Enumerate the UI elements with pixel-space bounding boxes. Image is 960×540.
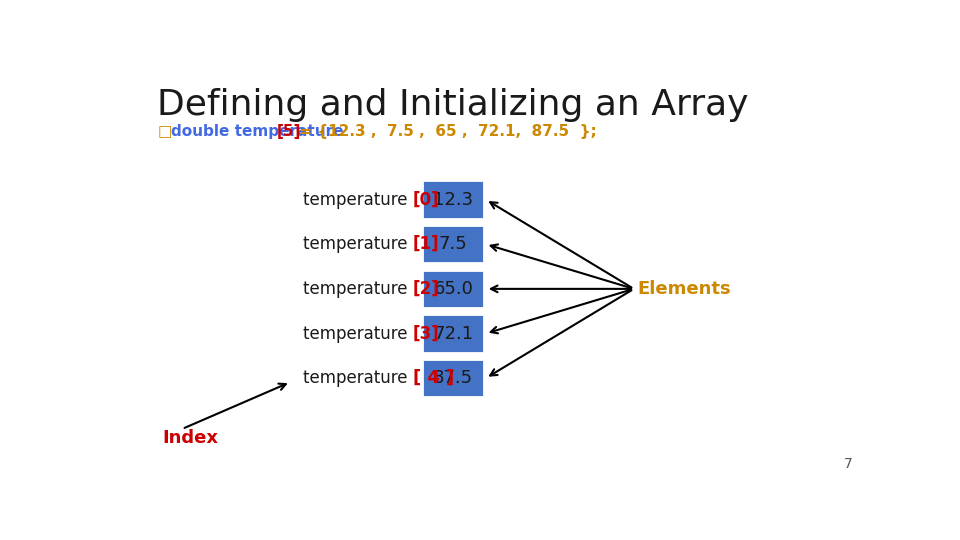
Text: [ 4 ]: [ 4 ] bbox=[413, 369, 454, 387]
Text: Index: Index bbox=[162, 429, 219, 447]
Text: 12.3: 12.3 bbox=[433, 191, 473, 208]
Text: Defining and Initializing an Array: Defining and Initializing an Array bbox=[157, 88, 749, 122]
Text: temperature: temperature bbox=[303, 280, 413, 298]
Text: 87.5: 87.5 bbox=[433, 369, 473, 387]
Text: [1]: [1] bbox=[413, 235, 440, 253]
Bar bbox=[422, 359, 484, 397]
Text: temperature: temperature bbox=[303, 325, 413, 342]
Text: [5]: [5] bbox=[276, 124, 300, 139]
Text: 72.1: 72.1 bbox=[433, 325, 473, 342]
Text: temperature: temperature bbox=[303, 235, 413, 253]
Text: 65.0: 65.0 bbox=[433, 280, 473, 298]
Bar bbox=[422, 180, 484, 219]
Text: [2]: [2] bbox=[413, 280, 440, 298]
Bar bbox=[422, 269, 484, 308]
Text: temperature: temperature bbox=[303, 369, 413, 387]
Text: 7.5: 7.5 bbox=[439, 235, 468, 253]
Text: □: □ bbox=[157, 124, 172, 139]
Text: Elements: Elements bbox=[637, 280, 732, 298]
Bar bbox=[422, 225, 484, 264]
Text: [0]: [0] bbox=[413, 191, 440, 208]
Text: = {12.3 ,  7.5 ,  65 ,  72.1,  87.5  };: = {12.3 , 7.5 , 65 , 72.1, 87.5 }; bbox=[295, 124, 597, 139]
Text: [3]: [3] bbox=[413, 325, 440, 342]
Text: double temperature: double temperature bbox=[171, 124, 348, 139]
Bar bbox=[422, 314, 484, 353]
Text: temperature: temperature bbox=[303, 191, 413, 208]
Text: 7: 7 bbox=[844, 457, 852, 471]
